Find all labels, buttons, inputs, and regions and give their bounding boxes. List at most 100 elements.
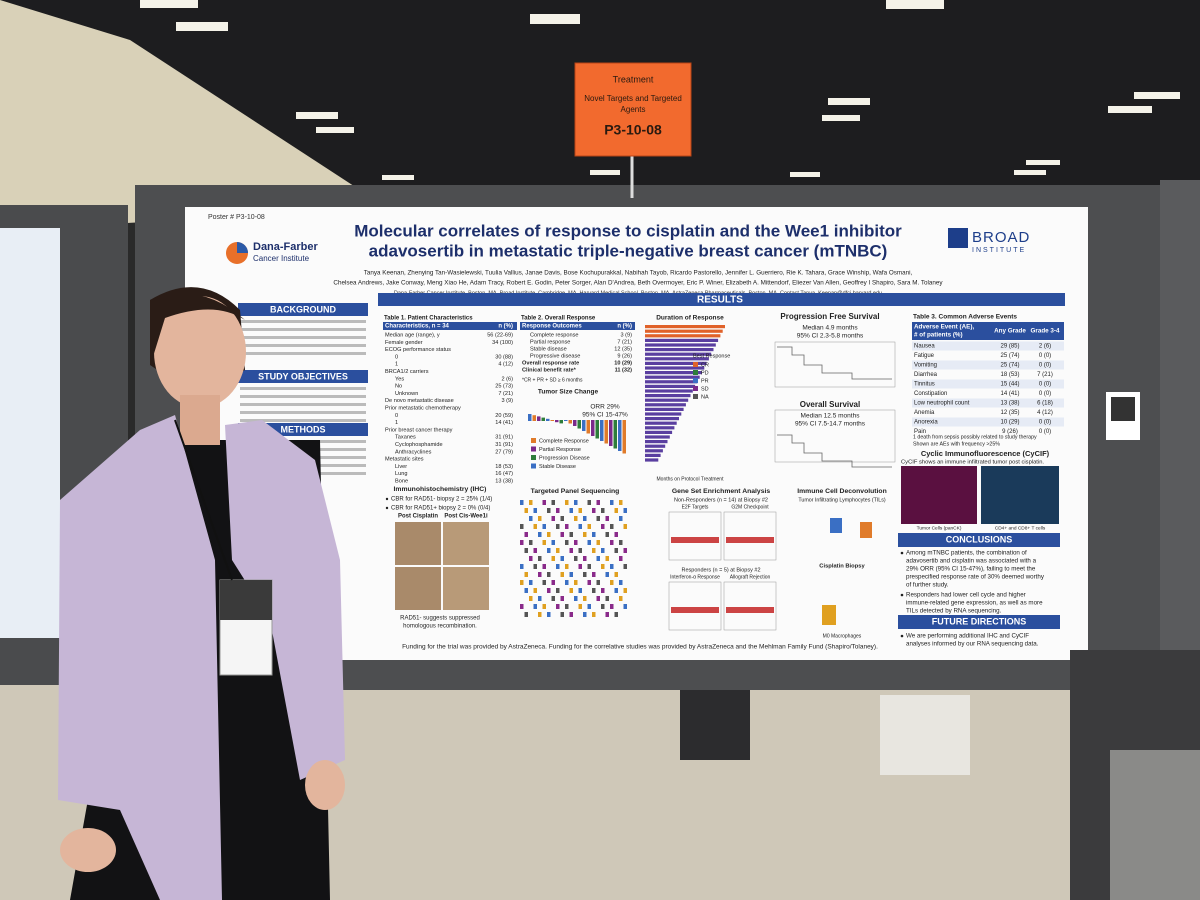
bullet: [900, 593, 904, 597]
swimmer-bar: [645, 366, 705, 370]
ihc-image: [443, 522, 489, 565]
oncoprint-cell: [551, 516, 555, 521]
swimmer-bar: [645, 325, 725, 329]
gsea-plot: [723, 581, 777, 631]
table-header-text: Grade 3-4: [1030, 328, 1060, 335]
oncoprint-cell: [619, 580, 623, 585]
box: [822, 605, 836, 625]
table-cell: Yes: [395, 376, 404, 382]
row-band: [912, 398, 1064, 408]
oncoprint-cell: [614, 532, 618, 537]
oncoprint-cell: [601, 548, 605, 553]
table-cell: 3 (9): [620, 332, 632, 338]
oncoprint-cell: [560, 516, 564, 521]
table-cell: Fatigue: [914, 353, 935, 359]
oncoprint-cell: [610, 524, 614, 529]
oncoprint-cell: [623, 604, 627, 609]
legend-label: SD: [701, 386, 709, 392]
text-block: [240, 395, 366, 398]
table-cell: 14 (41): [1000, 391, 1019, 397]
oncoprint-cell: [538, 556, 542, 561]
oncoprint-cell: [529, 596, 533, 601]
oncoprint-cell: [614, 572, 618, 577]
text-block: [240, 387, 366, 390]
table-note: Shown are AEs with frequency >25%: [913, 441, 1000, 447]
text: Cisplatin Biopsy: [819, 564, 865, 570]
table-cell: 10 (29): [614, 360, 632, 366]
oncoprint-cell: [619, 596, 623, 601]
waterfall-bar: [528, 414, 532, 421]
table-cell: No: [395, 384, 402, 390]
dfci-logo-part: [237, 242, 248, 253]
oncoprint-cell: [520, 580, 524, 585]
cycif-image: [901, 466, 977, 524]
table-cell: 4 (12): [498, 362, 513, 368]
legend-swatch: [693, 370, 698, 375]
cycif-image: [981, 466, 1059, 524]
table-cell: 25 (74): [1000, 353, 1019, 359]
text-block: [240, 344, 366, 347]
oncoprint-cell: [614, 612, 618, 617]
presenter: [58, 287, 345, 900]
text: E2F Targets: [682, 504, 709, 510]
oncoprint-cell: [596, 556, 600, 561]
legend-label: PD: [701, 370, 709, 376]
swimmer-bar: [645, 389, 693, 393]
person-legs: [680, 690, 750, 760]
table-cell: Tinnitus: [914, 382, 935, 388]
section-bar: [898, 615, 1060, 629]
table-cell: Cyclophosphamide: [395, 442, 443, 448]
oncoprint-cell: [583, 596, 587, 601]
oncoprint-cell: [605, 556, 609, 561]
text-block: [240, 411, 366, 414]
panel-title: Cyclic Immunofluorescence (CyCIF): [921, 449, 1050, 458]
table-cell: 34 (100): [492, 340, 513, 346]
table-header: [912, 322, 1064, 340]
text: G2M Checkpoint: [731, 504, 769, 510]
legend-label: NA: [701, 394, 709, 400]
bullet: [385, 497, 389, 501]
oncoprint-cell: [520, 604, 524, 609]
text: CD4+ and CD8+ T cells: [995, 525, 1046, 531]
table-header-text: n (%): [498, 324, 513, 330]
oncoprint-cell: [578, 524, 582, 529]
waterfall-bar: [559, 420, 563, 424]
oncoprint-cell: [529, 556, 533, 561]
table-cell: 0 (0): [1039, 429, 1051, 435]
oncoprint-cell: [524, 588, 528, 593]
table-cell: 11 (32): [615, 367, 633, 373]
table-cell: 29 (85): [1000, 344, 1019, 350]
oncoprint-cell: [560, 572, 564, 577]
swimmer-bar: [645, 334, 721, 338]
oncoprint-cell: [574, 596, 578, 601]
oncoprint-cell: [623, 548, 627, 553]
oncoprint-cell: [533, 508, 537, 513]
oncoprint-cell: [565, 580, 569, 585]
table-cell: 0 (0): [1039, 382, 1051, 388]
oncoprint-cell: [556, 548, 560, 553]
table-cell: 30 (88): [495, 354, 513, 360]
table-cell: 31 (91): [495, 442, 513, 448]
table-header-text: Characteristics, n = 34: [385, 324, 450, 330]
swimmer-bar: [645, 417, 679, 421]
gsea-plot: [668, 581, 722, 631]
table-cell: Nausea: [914, 344, 935, 350]
km-curve: [777, 346, 892, 380]
waterfall-bar: [532, 415, 536, 421]
oncoprint-cell: [592, 572, 596, 577]
oncoprint-cell: [547, 572, 551, 577]
table-cell: 18 (53): [495, 464, 513, 470]
swimmer-bar: [645, 357, 709, 361]
waterfall-bar: [582, 420, 586, 431]
table-cell: 0: [395, 413, 398, 419]
table-cell: 25 (74): [1000, 363, 1019, 369]
table-cell: Clinical benefit rate*: [522, 367, 577, 373]
text: 95% CI 15-47%: [582, 412, 628, 419]
jacket-right: [225, 420, 345, 780]
text: Non-Responders (n = 14) at Biopsy #2: [674, 497, 768, 503]
session-sign: [574, 62, 692, 157]
table-cell: 9 (26): [617, 353, 632, 359]
table-cell: Lung: [395, 471, 407, 477]
legend-swatch: [693, 394, 698, 399]
